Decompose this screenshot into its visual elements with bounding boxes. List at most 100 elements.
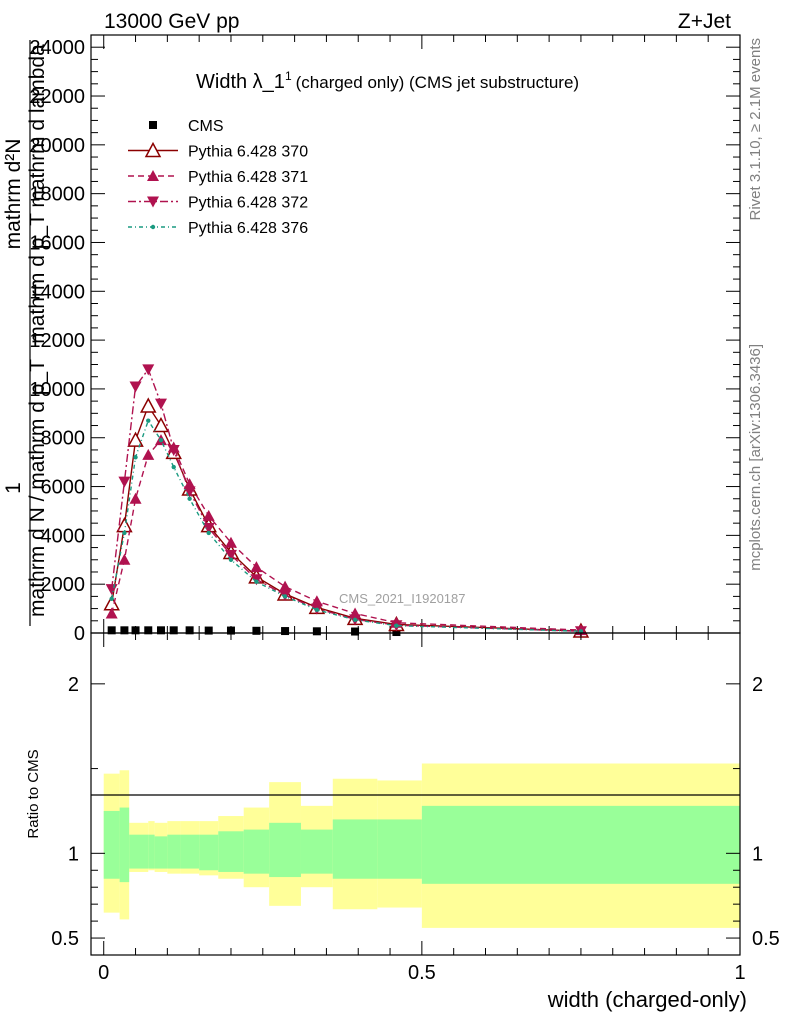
ratio-band-green xyxy=(218,831,244,872)
header-right: Z+Jet xyxy=(678,10,731,33)
data-point xyxy=(252,626,261,635)
mcplots-label: mcplots.cern.ch [arXiv:1306.3436] xyxy=(747,344,764,571)
data-point xyxy=(142,364,155,376)
legend-marker xyxy=(144,141,162,158)
data-point xyxy=(281,627,290,636)
data-point xyxy=(156,626,165,635)
data-point xyxy=(187,496,192,501)
y-label-top: mathrm d²N xyxy=(2,139,25,250)
chart-title: Width λ_11 (charged only) (CMS jet substr… xyxy=(196,69,579,93)
data-point xyxy=(312,627,321,636)
data-point xyxy=(171,464,176,470)
ratio-band-green xyxy=(332,819,378,879)
data-point xyxy=(169,626,178,635)
data-point xyxy=(282,594,288,599)
data-point xyxy=(152,416,170,433)
legend-entry: Pythia 6.428 376 xyxy=(128,220,308,237)
data-point xyxy=(202,509,215,521)
ratio-panel: 0.5 0.5 1 1 2 2 0 0.5 1 Ratio to CMS width (char… xyxy=(25,632,780,1012)
main-y-ticks: 0 2000 4000 6000 8000 10000 12000 14000 16000 180… xyxy=(29,35,741,645)
ratio-y-tick-label-right: 1 xyxy=(752,843,763,865)
main-y-tick-label: 0 xyxy=(74,623,85,645)
main-y-tick-label: 12000 xyxy=(29,330,85,352)
data-point xyxy=(158,437,164,443)
main-y-tick-label: 6000 xyxy=(41,477,86,499)
data-point xyxy=(131,626,140,635)
y-label-mid: mathrm d p_T mathrm d lambda xyxy=(26,44,49,344)
data-point xyxy=(154,398,167,410)
ratio-band-green xyxy=(119,807,130,883)
data-point xyxy=(224,549,237,561)
legend-label: Pythia 6.428 376 xyxy=(188,220,308,237)
data-point xyxy=(107,626,116,635)
ratio-bands xyxy=(103,763,740,928)
ratio-y-tick-label-right: 2 xyxy=(752,674,763,696)
legend-marker xyxy=(147,196,159,208)
data-point xyxy=(204,626,213,635)
legend-label: CMS xyxy=(188,118,224,135)
ratio-band-green xyxy=(148,834,155,869)
legend: CMS Pythia 6.428 370 Pythia 6.428 371 Pythi… xyxy=(128,118,308,237)
data-point xyxy=(185,626,194,635)
x-tick-label: 1 xyxy=(734,962,745,984)
x-axis-label: width (charged-only) xyxy=(547,987,747,1012)
x-tick-label: 0.5 xyxy=(408,962,436,984)
data-point xyxy=(146,418,151,423)
data-point xyxy=(226,626,235,635)
data-point xyxy=(122,530,127,536)
rivet-label: Rivet 3.1.10, ≥ 2.1M events xyxy=(747,38,764,221)
data-point xyxy=(133,455,138,460)
data-point xyxy=(202,523,215,535)
data-point xyxy=(118,476,131,488)
x-tick-label: 0 xyxy=(98,962,109,984)
ratio-band-green xyxy=(199,834,219,871)
header-left: 13000 GeV pp xyxy=(104,10,239,33)
legend-entry: Pythia 6.428 370 xyxy=(128,141,308,161)
ratio-band-green xyxy=(180,834,200,869)
legend-marker xyxy=(149,121,157,129)
watermark: CMS_2021_I1920187 xyxy=(339,591,466,606)
data-point xyxy=(142,448,155,460)
ratio-frame xyxy=(90,632,741,956)
data-point xyxy=(183,478,196,490)
data-point xyxy=(206,530,211,536)
y-label-num: 1 xyxy=(2,482,25,494)
ratio-band-green xyxy=(129,834,149,869)
ratio-band-green xyxy=(377,819,422,879)
series-4 xyxy=(109,418,584,634)
main-y-tick-label: 10000 xyxy=(29,379,85,401)
main-series xyxy=(103,364,590,638)
ratio-y-label: Ratio to CMS xyxy=(25,749,42,838)
data-point xyxy=(167,444,180,456)
ratio-band-green xyxy=(243,829,270,874)
legend-label: Pythia 6.428 372 xyxy=(188,195,308,212)
data-point xyxy=(310,595,323,607)
data-point xyxy=(105,607,118,619)
data-point xyxy=(118,553,131,565)
data-point xyxy=(109,596,114,602)
data-point xyxy=(183,486,196,498)
main-panel: 0 2000 4000 6000 8000 10000 12000 14000 16000 180… xyxy=(29,34,741,645)
ratio-band-green xyxy=(300,829,333,874)
main-y-tick-label: 8000 xyxy=(41,428,86,450)
data-point xyxy=(352,617,358,623)
data-point xyxy=(394,623,399,628)
ratio-band-green xyxy=(103,810,120,879)
data-point xyxy=(254,579,259,584)
ratio-y-tick-label-right: 0.5 xyxy=(752,928,780,950)
data-point xyxy=(224,536,237,548)
ratio-band-green xyxy=(167,834,181,869)
main-y-tick-label: 2000 xyxy=(41,574,86,596)
main-y-tick-label: 18000 xyxy=(29,184,85,206)
legend-label: Pythia 6.428 370 xyxy=(188,144,308,161)
data-point xyxy=(129,492,142,504)
ratio-band-green xyxy=(421,805,740,884)
data-point xyxy=(351,627,360,636)
main-y-tick-label: 20000 xyxy=(29,135,85,157)
data-point xyxy=(578,629,584,634)
ratio-y-tick-label: 2 xyxy=(68,674,79,696)
y-axis-label: mathrm d²N mathrm d p_T mathrm d lambda … xyxy=(2,40,49,626)
legend-marker xyxy=(150,224,156,230)
data-point xyxy=(392,628,401,637)
